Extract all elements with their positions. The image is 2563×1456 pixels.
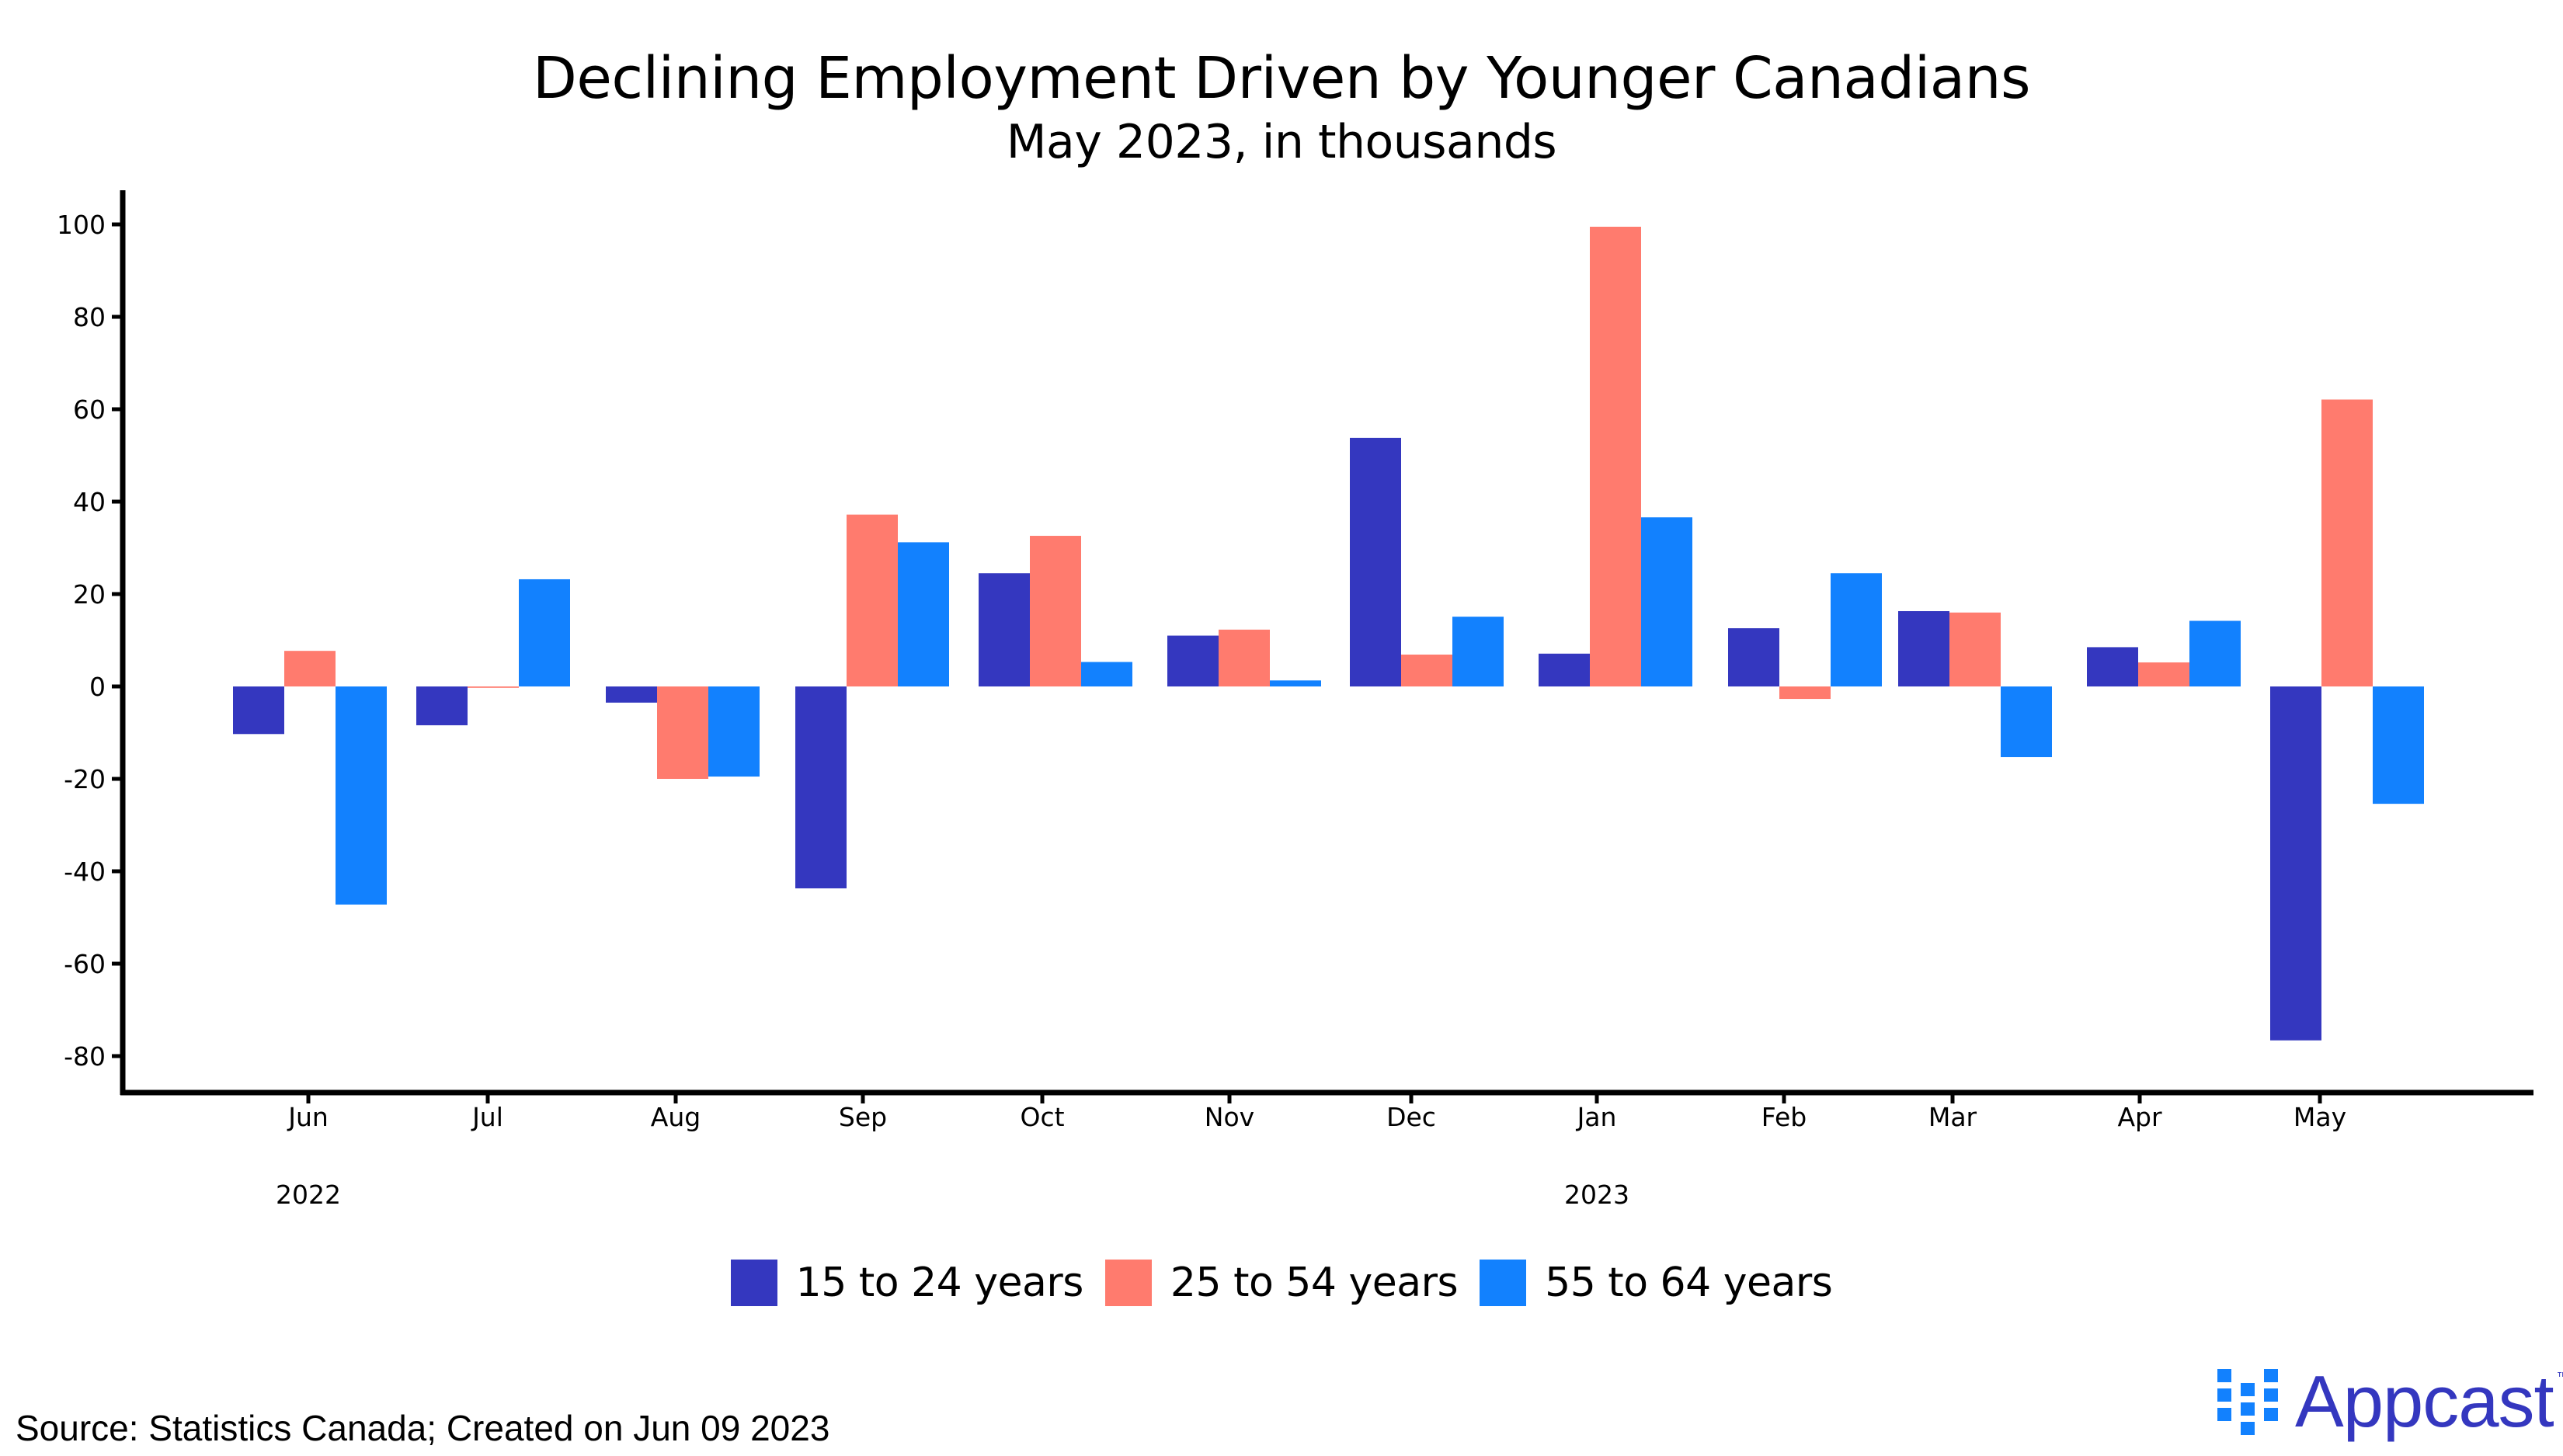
bar-25-to-54-years-jun xyxy=(284,651,336,686)
x-tick-label-jun: Jun xyxy=(287,1102,329,1132)
bar-55-to-64-years-may xyxy=(2373,686,2424,804)
bar-25-to-54-years-feb xyxy=(1779,686,1831,700)
y-tick-label: 80 xyxy=(73,302,106,332)
y-tick-label: 40 xyxy=(73,487,106,517)
appcast-logo: Appcast ™ xyxy=(2217,1363,2563,1447)
trademark-symbol: ™ xyxy=(2556,1371,2563,1384)
bar-25-to-54-years-mar xyxy=(1949,612,2001,686)
y-tick-label: 0 xyxy=(89,672,106,702)
bar-25-to-54-years-jan xyxy=(1590,226,1641,687)
bar-15-to-24-years-oct xyxy=(979,573,1030,686)
bar-25-to-54-years-dec xyxy=(1401,654,1452,686)
legend-swatch xyxy=(1480,1260,1527,1306)
legend-label: 25 to 54 years xyxy=(1170,1260,1459,1306)
y-tick-label: -80 xyxy=(64,1041,106,1072)
x-tick-label-jul: Jul xyxy=(471,1102,503,1132)
y-tick-label: 20 xyxy=(73,579,106,610)
x-tick-label-mar: Mar xyxy=(1928,1102,1977,1132)
logo-square xyxy=(2241,1422,2255,1435)
bar-15-to-24-years-sep xyxy=(795,686,847,889)
logo-square xyxy=(2264,1408,2278,1421)
bar-55-to-64-years-oct xyxy=(1081,662,1132,686)
logo-square xyxy=(2264,1388,2278,1402)
legend: 15 to 24 years 25 to 54 years 55 to 64 yea… xyxy=(0,1260,2563,1306)
bar-chart: 100 80 60 40 20 0 -20 -40 -60 -80 Jun Jul Aug Sep Oct N… xyxy=(57,190,2533,1210)
x-tick-label-may: May xyxy=(2293,1102,2346,1132)
legend-label: 55 to 64 years xyxy=(1545,1260,1833,1306)
x-tick-label-oct: Oct xyxy=(1020,1102,1064,1132)
logo-square xyxy=(2241,1402,2255,1416)
legend-item: 25 to 54 years xyxy=(1104,1260,1459,1306)
bar-15-to-24-years-feb xyxy=(1728,628,1779,686)
x-tick-label-jan: Jan xyxy=(1576,1102,1617,1132)
x-tick-label-aug: Aug xyxy=(651,1102,701,1132)
x-tick-label-sep: Sep xyxy=(839,1102,887,1132)
bar-15-to-24-years-apr xyxy=(2087,647,2138,686)
source-note: Source: Statistics Canada; Created on Ju… xyxy=(16,1408,830,1448)
bar-55-to-64-years-aug xyxy=(708,686,760,777)
appcast-logo-text: Appcast xyxy=(2295,1360,2554,1442)
logo-square xyxy=(2217,1408,2231,1421)
appcast-logo-mark-icon xyxy=(2217,1369,2280,1447)
legend-label: 15 to 24 years xyxy=(795,1260,1084,1306)
bar-55-to-64-years-apr xyxy=(2189,620,2241,686)
y-tick-label: -60 xyxy=(64,949,106,979)
x-tick-label-dec: Dec xyxy=(1386,1102,1436,1132)
bar-15-to-24-years-mar xyxy=(1898,611,1949,686)
chart-title: Declining Employment Driven by Younger C… xyxy=(532,45,2031,112)
bar-25-to-54-years-jul xyxy=(468,686,519,688)
bar-15-to-24-years-aug xyxy=(606,686,657,703)
legend-swatch xyxy=(730,1260,777,1306)
chart-subtitle: May 2023, in thousands xyxy=(1006,115,1557,169)
bar-55-to-64-years-jan xyxy=(1641,517,1692,686)
x-tick-label-apr: Apr xyxy=(2117,1102,2162,1132)
bar-25-to-54-years-nov xyxy=(1219,629,1270,686)
x-tick-label-nov: Nov xyxy=(1205,1102,1254,1132)
bar-25-to-54-years-sep xyxy=(847,514,898,686)
bar-25-to-54-years-may xyxy=(2321,399,2373,686)
bar-15-to-24-years-nov xyxy=(1167,635,1219,686)
bar-15-to-24-years-jul xyxy=(416,686,468,725)
bar-25-to-54-years-aug xyxy=(657,686,708,779)
bar-55-to-64-years-nov xyxy=(1270,680,1321,686)
bar-55-to-64-years-jul xyxy=(519,579,570,686)
logo-square xyxy=(2217,1388,2231,1402)
bar-15-to-24-years-dec xyxy=(1350,437,1401,686)
y-tick-label: -20 xyxy=(64,764,106,794)
bar-15-to-24-years-jan xyxy=(1539,653,1590,686)
bar-25-to-54-years-apr xyxy=(2138,662,2189,686)
bar-55-to-64-years-sep xyxy=(898,542,949,686)
logo-square xyxy=(2264,1369,2278,1382)
bar-55-to-64-years-jun xyxy=(336,686,387,905)
bar-55-to-64-years-feb xyxy=(1831,573,1882,686)
bar-25-to-54-years-oct xyxy=(1030,536,1081,686)
logo-square xyxy=(2217,1369,2231,1382)
bar-55-to-64-years-mar xyxy=(2001,686,2052,758)
y-tick-label: 60 xyxy=(73,394,106,425)
bar-15-to-24-years-may xyxy=(2270,686,2321,1041)
y-tick-label: 100 xyxy=(57,210,106,240)
legend-item: 55 to 64 years xyxy=(1480,1260,1833,1306)
year-label-2022: 2022 xyxy=(276,1180,341,1210)
bar-55-to-64-years-dec xyxy=(1452,617,1504,686)
logo-square xyxy=(2241,1383,2255,1396)
legend-swatch xyxy=(1104,1260,1152,1306)
legend-item: 15 to 24 years xyxy=(730,1260,1084,1306)
year-label-2023: 2023 xyxy=(1564,1180,1629,1210)
x-tick-label-feb: Feb xyxy=(1761,1102,1807,1132)
bar-15-to-24-years-jun xyxy=(233,686,284,735)
y-tick-label: -40 xyxy=(64,857,106,887)
